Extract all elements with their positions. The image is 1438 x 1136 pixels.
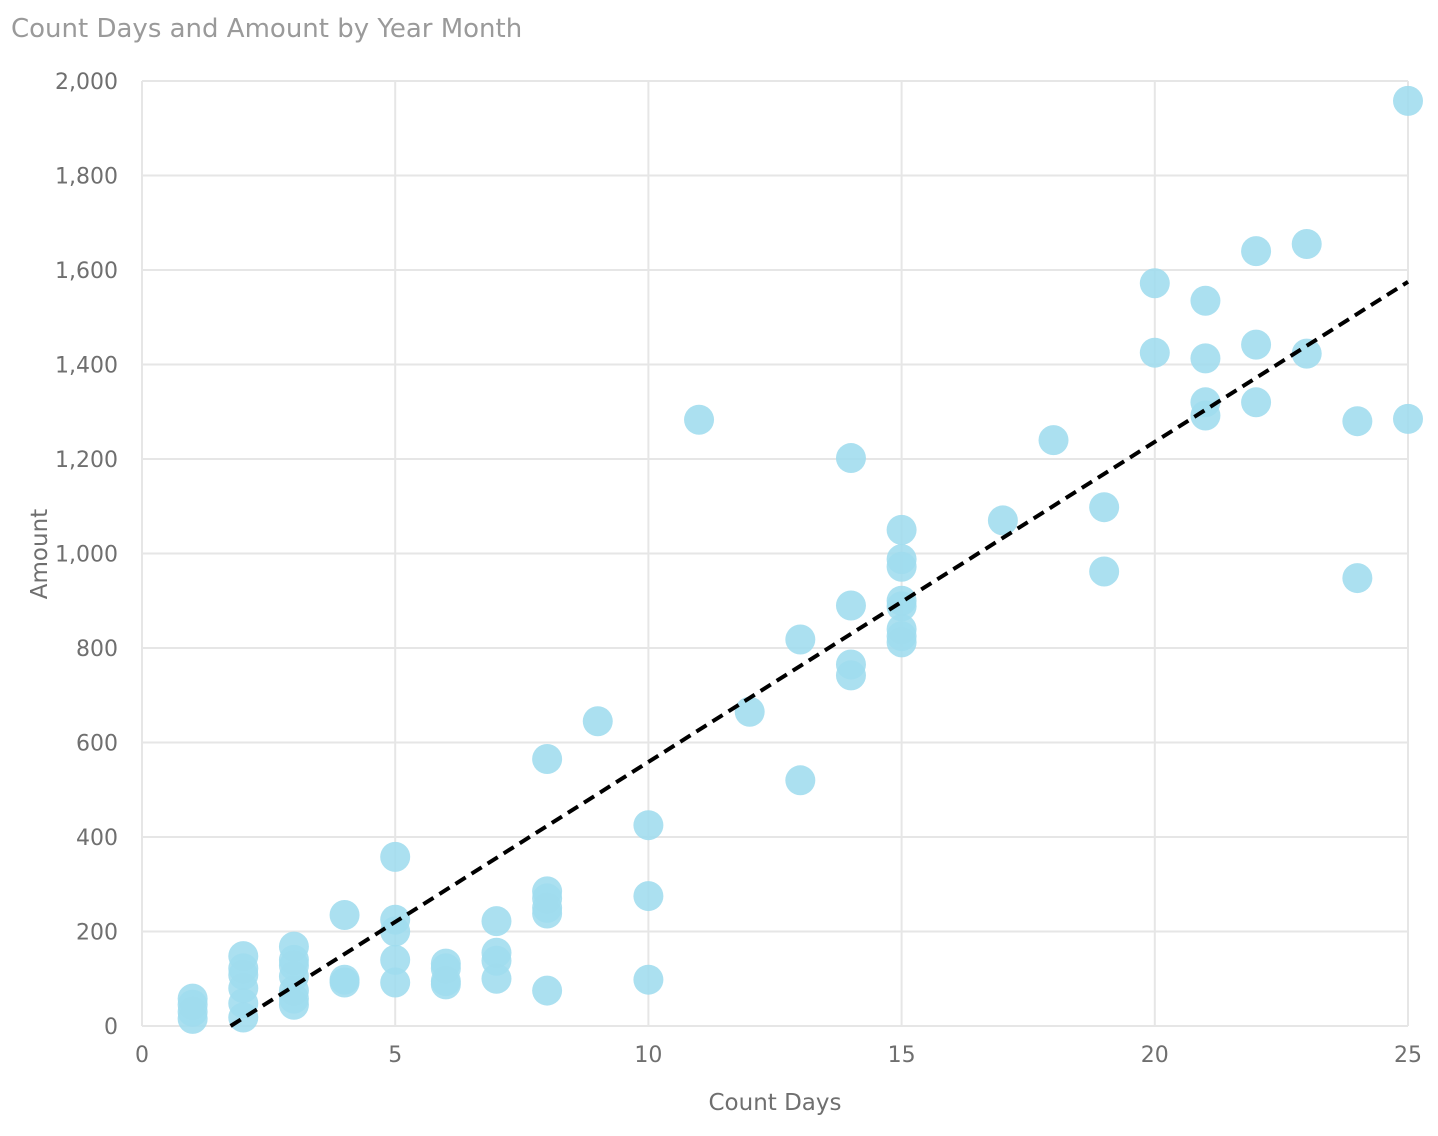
data-point[interactable] bbox=[1291, 338, 1322, 369]
data-point[interactable] bbox=[835, 590, 866, 621]
y-tick-label: 1,200 bbox=[55, 448, 118, 473]
x-axis-ticks: 0 5 10 15 20 25 bbox=[135, 1043, 1422, 1068]
data-point[interactable] bbox=[785, 624, 816, 655]
data-point[interactable] bbox=[886, 627, 917, 658]
y-tick-label: 200 bbox=[76, 921, 118, 946]
y-tick-label: 1,400 bbox=[55, 354, 118, 379]
x-tick-label: 5 bbox=[388, 1043, 402, 1068]
data-point[interactable] bbox=[1139, 268, 1170, 299]
trend-line bbox=[229, 280, 1410, 1028]
data-point[interactable] bbox=[1190, 285, 1221, 316]
data-point[interactable] bbox=[633, 964, 664, 995]
data-point[interactable] bbox=[633, 810, 664, 841]
trendline-layer bbox=[229, 280, 1410, 1028]
x-axis-title: Count Days bbox=[708, 1090, 841, 1116]
data-point[interactable] bbox=[633, 881, 664, 912]
data-point[interactable] bbox=[1241, 329, 1272, 360]
data-point[interactable] bbox=[329, 899, 360, 930]
data-point[interactable] bbox=[1241, 236, 1272, 267]
data-point[interactable] bbox=[1089, 556, 1120, 587]
gridlines bbox=[141, 80, 1409, 1027]
data-point[interactable] bbox=[1190, 400, 1221, 431]
data-point[interactable] bbox=[177, 1003, 208, 1034]
data-point[interactable] bbox=[1038, 425, 1069, 456]
x-tick-label: 0 bbox=[135, 1043, 149, 1068]
data-point[interactable] bbox=[1089, 492, 1120, 523]
data-point[interactable] bbox=[1342, 406, 1373, 437]
x-tick-label: 10 bbox=[634, 1043, 662, 1068]
chart-title: Count Days and Amount by Year Month bbox=[11, 14, 523, 44]
data-point[interactable] bbox=[684, 404, 715, 435]
y-axis-ticks: 0 200 400 600 800 1,000 1,200 1,400 1,600 1,800 2,… bbox=[55, 70, 118, 1040]
data-points bbox=[177, 85, 1423, 1034]
data-point[interactable] bbox=[987, 505, 1018, 536]
y-tick-label: 1,000 bbox=[55, 543, 118, 568]
data-point[interactable] bbox=[1139, 337, 1170, 368]
y-tick-label: 400 bbox=[76, 826, 118, 851]
y-tick-label: 800 bbox=[76, 637, 118, 662]
data-point[interactable] bbox=[1393, 403, 1423, 434]
y-tick-label: 0 bbox=[104, 1015, 118, 1040]
data-point[interactable] bbox=[582, 706, 613, 737]
y-tick-label: 2,000 bbox=[55, 70, 118, 95]
data-point[interactable] bbox=[1291, 229, 1322, 260]
x-tick-label: 20 bbox=[1141, 1043, 1169, 1068]
y-tick-label: 1,600 bbox=[55, 259, 118, 284]
data-point[interactable] bbox=[886, 551, 917, 582]
data-point[interactable] bbox=[228, 1002, 259, 1033]
data-point[interactable] bbox=[380, 967, 411, 998]
data-point[interactable] bbox=[481, 906, 512, 937]
data-point[interactable] bbox=[380, 944, 411, 975]
data-point[interactable] bbox=[278, 989, 309, 1020]
data-point[interactable] bbox=[835, 660, 866, 691]
x-tick-label: 25 bbox=[1394, 1043, 1422, 1068]
data-point[interactable] bbox=[532, 744, 563, 775]
y-axis-title: Amount bbox=[27, 509, 53, 599]
data-point[interactable] bbox=[430, 969, 461, 1000]
data-point[interactable] bbox=[835, 443, 866, 474]
data-point[interactable] bbox=[532, 975, 563, 1006]
data-point[interactable] bbox=[886, 514, 917, 545]
data-point[interactable] bbox=[329, 967, 360, 998]
y-tick-label: 1,800 bbox=[55, 165, 118, 190]
data-point[interactable] bbox=[532, 898, 563, 929]
data-point[interactable] bbox=[1393, 85, 1423, 116]
x-tick-label: 15 bbox=[888, 1043, 916, 1068]
data-point[interactable] bbox=[734, 696, 765, 727]
data-point[interactable] bbox=[1342, 563, 1373, 594]
data-point[interactable] bbox=[785, 765, 816, 796]
y-tick-label: 600 bbox=[76, 732, 118, 757]
data-point[interactable] bbox=[380, 841, 411, 872]
data-point[interactable] bbox=[1190, 343, 1221, 374]
data-point[interactable] bbox=[1241, 387, 1272, 418]
data-point[interactable] bbox=[380, 916, 411, 947]
data-point[interactable] bbox=[481, 963, 512, 994]
